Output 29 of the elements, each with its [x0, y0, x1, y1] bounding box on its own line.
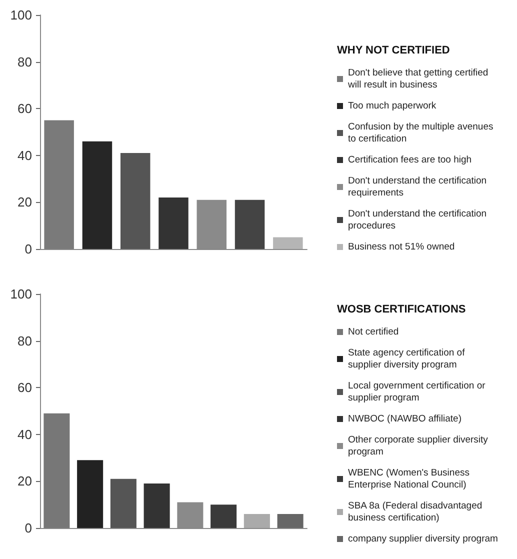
- y-tick-label: 80: [18, 333, 32, 348]
- legend-label: Don't understand the certification procedures: [348, 208, 490, 232]
- y-tick-label: 0: [24, 242, 32, 256]
- y-tick-label: 20: [18, 194, 32, 210]
- legend-label: Other corporate supplier diversity program: [348, 434, 491, 458]
- legend-label: Certification fees are too high: [348, 154, 472, 166]
- legend-title: WOSB CERTIFICATIONS: [337, 304, 466, 316]
- y-tick-label: 100: [10, 286, 32, 302]
- y-tick-label: 40: [18, 148, 32, 163]
- legend-label: SBA 8a (Federal disadvantaged business certification): [348, 500, 485, 524]
- legend-label: Don't understand the certification requirements: [348, 176, 490, 198]
- legend-label: Confusion by the multiple avenues to certification: [348, 122, 496, 144]
- y-tick-label: 40: [18, 426, 32, 442]
- y-tick-label: 80: [18, 54, 32, 70]
- legend-label: Too much paperwork: [348, 100, 436, 112]
- legend-label: NWBOC (NAWBO affiliate): [348, 414, 462, 424]
- legend-label: Business not 51% owned: [348, 242, 455, 252]
- y-tick-label: 20: [18, 474, 32, 489]
- y-tick-label: 60: [18, 101, 32, 116]
- legend-label: Don't believe that getting certified will result in business: [347, 68, 491, 90]
- y-tick-label: 0: [24, 520, 32, 536]
- legend-label: company supplier diversity program: [348, 534, 498, 544]
- legend-label: WBENC (Women's Business Enterprise National Council): [348, 468, 472, 490]
- legend-label: Local government certification or supplier program: [348, 380, 488, 404]
- legend-title: WHY NOT CERTIFIED: [337, 44, 450, 56]
- legend-label: State agency certification of supplier diversity program: [348, 348, 468, 370]
- y-tick-label: 60: [18, 380, 32, 396]
- legend-label: Not certified: [348, 326, 399, 338]
- y-tick-label: 100: [10, 8, 32, 22]
